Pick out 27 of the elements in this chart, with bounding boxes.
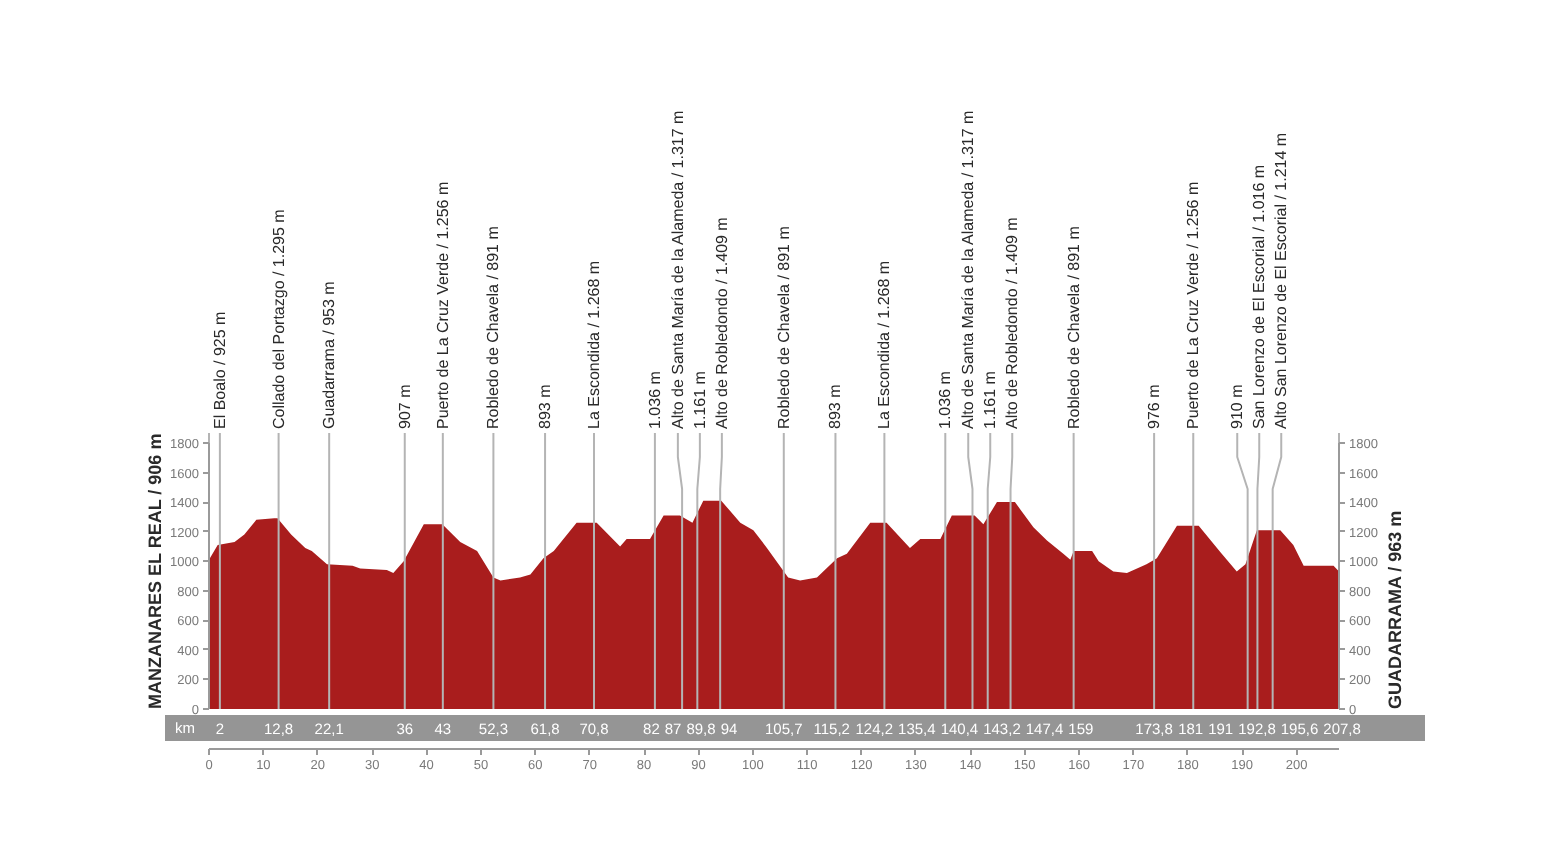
ref-line-label: San Lorenzo de El Escorial / 1.016 m xyxy=(1250,164,1269,429)
ref-line-label: Robledo de Chavela / 891 m xyxy=(774,225,793,429)
ref-line-label: 910 m xyxy=(1228,383,1247,429)
ref-line-label: 893 m xyxy=(826,383,845,429)
ref-line-label: El Boalo / 925 m xyxy=(210,310,229,429)
ref-line-label: 893 m xyxy=(536,383,555,429)
ref-line-label: 1.036 m xyxy=(936,370,955,429)
ref-line-label: Alto de Robledondo / 1.409 m xyxy=(712,216,731,429)
ref-line-label: 1.161 m xyxy=(981,370,1000,429)
ref-line-label: Guadarrama / 953 m xyxy=(320,280,339,429)
ref-line-label: Alto de Santa María de la Alameda / 1.317 m xyxy=(668,109,687,429)
y2-axis-title: GUADARRAMA / 963 m xyxy=(1385,510,1405,709)
ref-line-label: Robledo de Chavela / 891 m xyxy=(1064,225,1083,429)
ref-line-label: Robledo de Chavela / 891 m xyxy=(484,225,503,429)
ref-line-label: Alto de Robledondo / 1.409 m xyxy=(1003,216,1022,429)
ref-line-label: 907 m xyxy=(395,383,414,429)
ref-line-label: Collado del Portazgo / 1.295 m xyxy=(269,208,288,429)
ref-line-label: Puerto de La Cruz Verde / 1.256 m xyxy=(433,181,452,429)
ref-line-label: Puerto de La Cruz Verde / 1.256 m xyxy=(1184,181,1203,429)
ref-line-label: La Escondida / 1.268 m xyxy=(875,260,894,429)
ref-line-label: La Escondida / 1.268 m xyxy=(585,260,603,429)
ref-line-label: 1.036 m xyxy=(645,370,664,429)
y-axis-title: MANZANARES EL REAL / 906 m xyxy=(145,433,165,709)
ref-line-label: Alto de Santa María de la Alameda / 1.317 m xyxy=(959,109,978,429)
ref-line-label: 976 m xyxy=(1145,383,1164,429)
ref-line-label: Alto San Lorenzo de El Escorial / 1.214 m xyxy=(1272,132,1291,429)
ref-line-label: 1.161 m xyxy=(690,370,709,429)
